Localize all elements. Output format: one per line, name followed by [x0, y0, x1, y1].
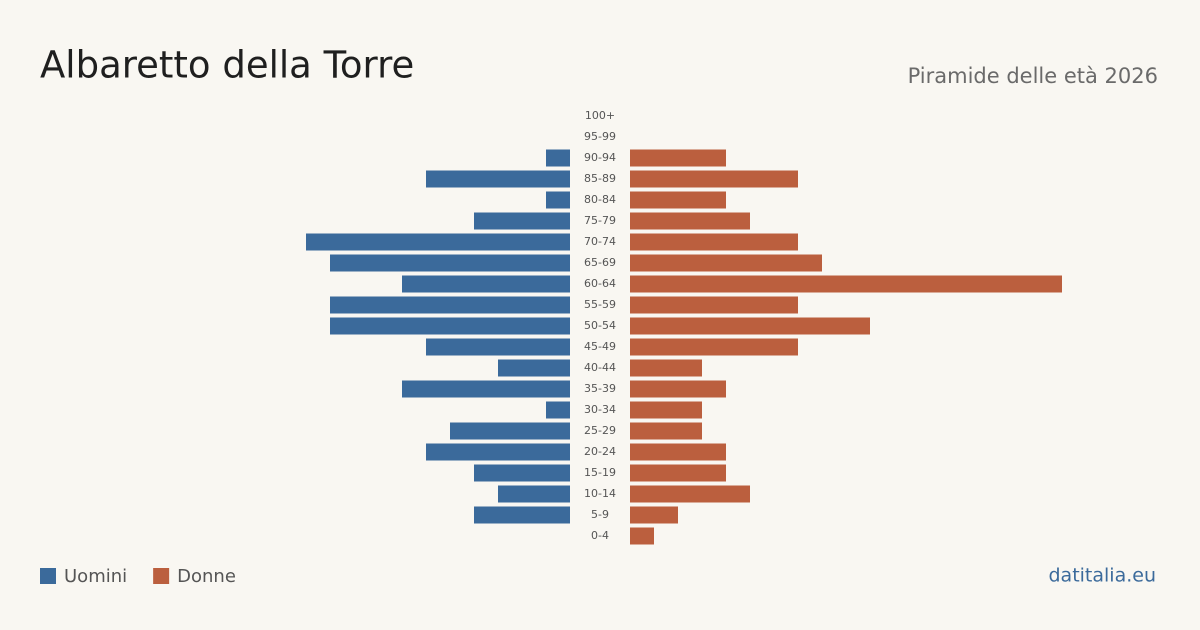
age-label: 30-34 — [584, 403, 616, 416]
age-label: 25-29 — [584, 424, 616, 437]
age-label: 85-89 — [584, 172, 616, 185]
bar — [630, 149, 726, 167]
bar — [402, 275, 570, 293]
chart-subtitle: Piramide delle età 2026 — [908, 64, 1158, 88]
bar — [474, 464, 570, 482]
bar — [630, 170, 798, 188]
bar — [630, 527, 654, 545]
bar — [630, 359, 702, 377]
age-label: 20-24 — [584, 445, 616, 458]
bar — [330, 317, 570, 335]
legend-swatch — [40, 568, 56, 584]
bar — [630, 401, 702, 419]
age-label: 5-9 — [591, 508, 609, 521]
legend-label: Donne — [177, 566, 236, 587]
age-label: 10-14 — [584, 487, 616, 500]
age-label: 60-64 — [584, 277, 616, 290]
age-label: 15-19 — [584, 466, 616, 479]
age-label: 95-99 — [584, 130, 616, 143]
source: datitalia.eu — [1049, 565, 1157, 587]
bar — [546, 401, 570, 419]
bar — [630, 212, 750, 230]
bar — [426, 170, 570, 188]
bar — [330, 254, 570, 272]
bar — [630, 233, 798, 251]
bar — [630, 506, 678, 524]
age-label: 55-59 — [584, 298, 616, 311]
bar — [630, 254, 822, 272]
bar — [630, 338, 798, 356]
bar — [630, 485, 750, 503]
age-label: 50-54 — [584, 319, 616, 332]
bar — [546, 149, 570, 167]
bar — [498, 485, 570, 503]
age-label: 40-44 — [584, 361, 616, 374]
bar — [330, 296, 570, 314]
age-label: 45-49 — [584, 340, 616, 353]
bar — [474, 506, 570, 524]
age-label: 75-79 — [584, 214, 616, 227]
bar — [474, 212, 570, 230]
age-label: 70-74 — [584, 235, 616, 248]
bar — [630, 275, 1062, 293]
bar — [630, 443, 726, 461]
bar — [498, 359, 570, 377]
bar — [630, 380, 726, 398]
bar — [630, 191, 726, 209]
bar — [630, 464, 726, 482]
bar — [306, 233, 570, 251]
age-label: 35-39 — [584, 382, 616, 395]
bar — [426, 443, 570, 461]
bar — [546, 191, 570, 209]
age-label: 65-69 — [584, 256, 616, 269]
bar — [630, 296, 798, 314]
age-label: 0-4 — [591, 529, 609, 542]
bar — [450, 422, 570, 440]
legend-label: Uomini — [64, 566, 127, 587]
bar — [402, 380, 570, 398]
bar — [630, 422, 702, 440]
age-label: 80-84 — [584, 193, 616, 206]
age-label: 100+ — [585, 109, 615, 122]
chart-title: Albaretto della Torre — [40, 44, 414, 87]
bar — [426, 338, 570, 356]
bar — [630, 317, 870, 335]
legend-swatch — [153, 568, 170, 584]
age-label: 90-94 — [584, 151, 616, 164]
